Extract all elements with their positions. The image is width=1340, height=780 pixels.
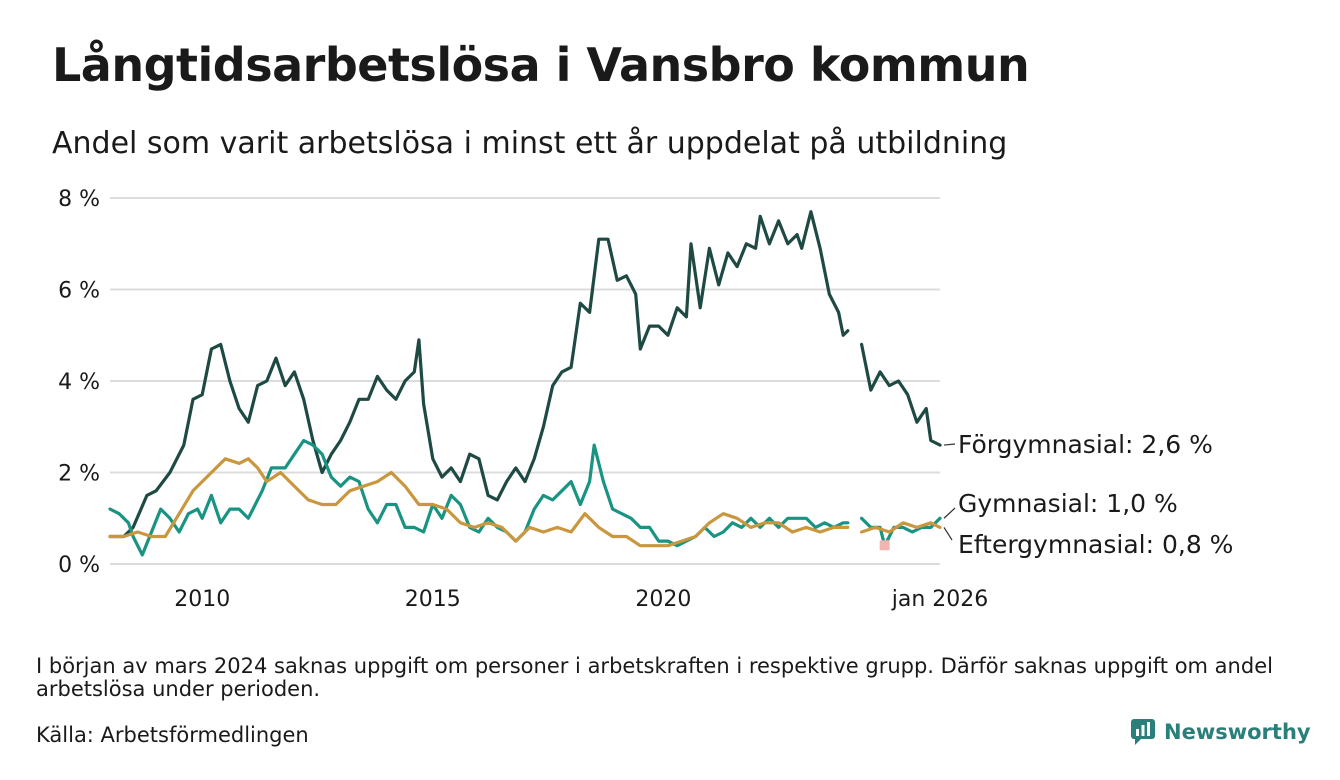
label-leader-line bbox=[943, 443, 956, 446]
x-tick-label: 2015 bbox=[405, 587, 461, 612]
series-lines bbox=[108, 210, 942, 557]
brand-logo[interactable]: Newsworthy bbox=[1130, 718, 1311, 746]
label-leader-line bbox=[943, 527, 953, 541]
x-tick-label: 2020 bbox=[635, 587, 691, 612]
missing-data-marker bbox=[879, 540, 890, 551]
y-tick-label: 2 % bbox=[58, 462, 100, 487]
series-line-eftergymnasial bbox=[108, 457, 942, 548]
grid-lines bbox=[110, 197, 940, 565]
source-text: Källa: Arbetsförmedlingen bbox=[36, 723, 309, 747]
brand-name: Newsworthy bbox=[1164, 720, 1311, 744]
label-leader-line bbox=[943, 507, 956, 519]
series-end-label: Förgymnasial: 2,6 % bbox=[958, 430, 1213, 459]
page-title: Långtidsarbetslösa i Vansbro kommun bbox=[52, 38, 1030, 92]
series-end-label: Gymnasial: 1,0 % bbox=[958, 489, 1178, 518]
x-tick-label: 2010 bbox=[174, 587, 230, 612]
y-tick-label: 4 % bbox=[58, 370, 100, 395]
series-line-gymnasial bbox=[108, 438, 942, 557]
y-axis-tick-labels: 0 % 2 % 4 % 6 % 8 % bbox=[58, 187, 100, 578]
series-end-labels: Förgymnasial: 2,6 % Gymnasial: 1,0 % Efter… bbox=[943, 430, 1233, 559]
x-tick-label: jan 2026 bbox=[891, 587, 989, 612]
y-tick-label: 0 % bbox=[58, 553, 100, 578]
bar-chart-bubble-icon bbox=[1131, 719, 1155, 745]
x-axis-tick-labels: 2010 2015 2020 jan 2026 bbox=[174, 587, 988, 612]
series-end-label: Eftergymnasial: 0,8 % bbox=[958, 530, 1233, 559]
y-tick-label: 6 % bbox=[58, 279, 100, 304]
page-subtitle: Andel som varit arbetslösa i minst ett å… bbox=[52, 126, 1008, 161]
y-tick-label: 8 % bbox=[58, 187, 100, 212]
footnote: I början av mars 2024 saknas uppgift om … bbox=[36, 654, 1273, 701]
series-line-förgymnasial bbox=[108, 210, 942, 539]
